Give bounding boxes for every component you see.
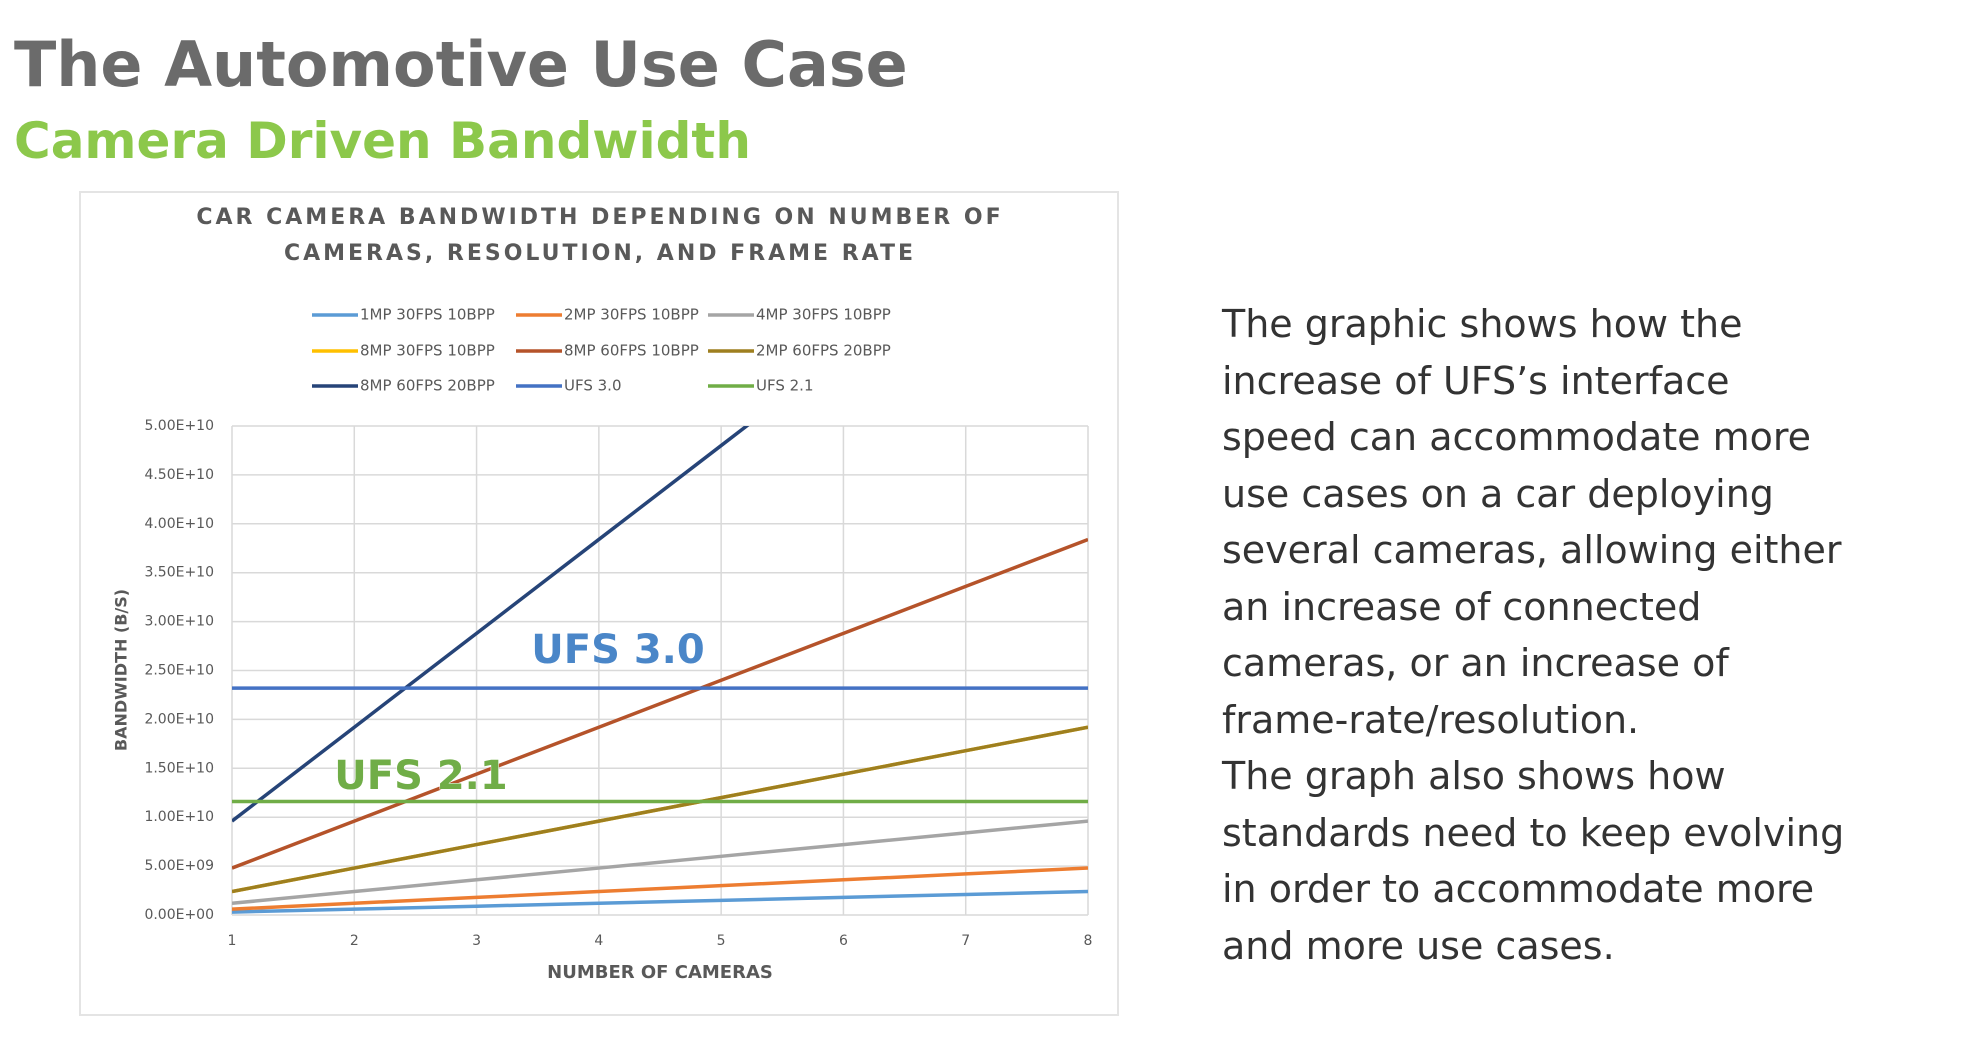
slide-title: The Automotive Use Case [14,28,908,101]
body-line: in order to accommodate more [1222,867,1815,911]
x-tick-label: 8 [1084,933,1093,949]
body-line: The graph also shows how [1222,754,1726,798]
y-tick-label: 5.00E+10 [144,418,214,434]
slide-subtitle: Camera Driven Bandwidth [14,112,751,170]
chart-title: CAR CAMERA BANDWIDTH DEPENDING ON NUMBER… [196,205,1004,266]
body-line: The graphic shows how the [1222,302,1743,346]
x-tick-label: 2 [350,933,359,949]
series-line [232,889,1088,914]
legend-label: 8MP 60FPS 10BPP [564,342,699,360]
series-line [232,866,1088,911]
body-line: several cameras, allowing either [1222,528,1842,572]
body-line: frame-rate/resolution. [1222,697,1640,742]
x-tick-label: 7 [961,933,970,949]
y-axis-label: BANDWIDTH (B/S) [112,589,131,751]
y-tick-label: 0.00E+00 [144,907,214,923]
series-line [232,725,1088,894]
body-line: increase of UFS’s interface [1222,358,1730,403]
x-tick-label: 3 [472,933,481,949]
body-line: and more use cases. [1222,923,1615,968]
body-text: The graphic shows how the increase of UFS… [1222,296,1844,974]
y-tick-label: 2.50E+10 [144,663,214,679]
series-line [232,426,750,823]
x-tick-label: 4 [594,933,603,949]
body-line: an increase of connected [1222,584,1702,629]
legend-label: 2MP 30FPS 10BPP [564,306,699,324]
plot-area [232,426,1088,914]
legend-label: 4MP 30FPS 10BPP [756,306,891,324]
annotation: UFS 3.0 [531,627,704,673]
y-tick-label: 4.50E+10 [144,467,214,483]
annotation: UFS 2.1 [334,753,507,799]
y-tick-label: 1.00E+10 [144,809,214,825]
legend-label: 8MP 60FPS 20BPP [360,377,495,395]
chart-frame [79,191,1119,1016]
body-line: standards need to keep evolving [1222,810,1845,855]
y-tick-label: 1.50E+10 [144,760,214,776]
body-line: use cases on a car deploying [1222,471,1774,516]
series-line [232,819,1088,906]
legend-label: 8MP 30FPS 10BPP [360,342,495,360]
legend-label: 1MP 30FPS 10BPP [360,306,495,324]
legend-label: UFS 2.1 [756,377,814,395]
legend-label: 2MP 60FPS 20BPP [756,342,891,360]
series-line [232,537,1088,870]
x-axis-label: NUMBER OF CAMERAS [547,962,773,983]
x-tick-label: 6 [839,933,848,949]
y-tick-label: 3.00E+10 [144,614,214,630]
x-tick-label: 5 [717,933,726,949]
y-tick-label: 5.00E+09 [144,858,214,874]
body-line: cameras, or an increase of [1222,641,1729,685]
y-tick-label: 3.50E+10 [144,565,214,581]
y-tick-label: 2.00E+10 [144,711,214,727]
x-tick-label: 1 [228,933,237,949]
body-line: speed can accommodate more [1222,415,1812,459]
legend-label: UFS 3.0 [564,377,622,395]
y-tick-label: 4.00E+10 [144,516,214,532]
